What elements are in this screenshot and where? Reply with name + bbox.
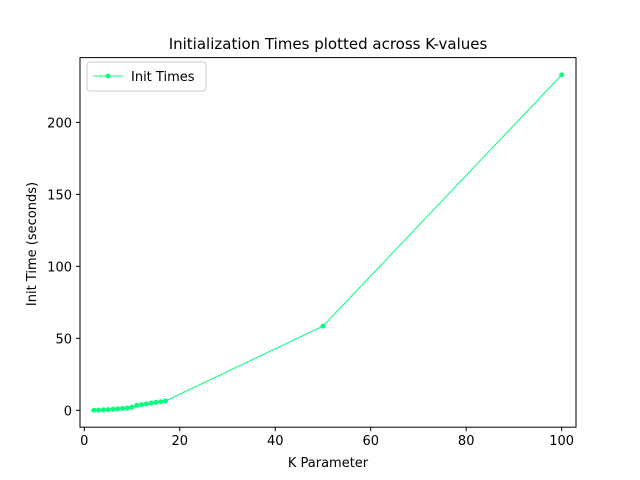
data-point xyxy=(91,407,97,413)
y-tick-label: 100 xyxy=(47,260,72,275)
data-point xyxy=(153,399,159,405)
legend-box xyxy=(86,61,207,92)
y-tick-label: 200 xyxy=(47,116,72,131)
data-point xyxy=(96,407,102,413)
data-point xyxy=(115,406,121,412)
x-tick-label: 20 xyxy=(171,434,188,449)
data-point xyxy=(139,402,145,408)
data-point xyxy=(100,407,106,413)
data-point xyxy=(134,402,140,408)
data-point xyxy=(162,398,168,404)
axes: 0 20 40 60 80 100 0 50 100 150 200 xyxy=(47,57,577,449)
y-tick-label: 0 xyxy=(64,404,72,419)
x-tick-label: 60 xyxy=(362,434,379,449)
data-point xyxy=(124,405,130,411)
x-tick-label: 40 xyxy=(267,434,284,449)
x-axis-label: K Parameter xyxy=(288,456,369,471)
y-tick-label: 150 xyxy=(47,188,72,203)
data-point xyxy=(559,72,565,78)
series-line xyxy=(93,74,563,411)
data-point xyxy=(320,323,326,329)
legend-label: Init Times xyxy=(131,70,195,85)
x-tick-label: 80 xyxy=(458,434,475,449)
y-tick-label: 50 xyxy=(55,332,72,347)
y-axis-label: Init Time (seconds) xyxy=(25,182,40,306)
x-tick-label: 0 xyxy=(80,434,88,449)
chart-title: Initialization Times plotted across K-va… xyxy=(169,35,488,53)
data-point xyxy=(148,400,154,406)
data-point xyxy=(119,405,125,411)
data-point xyxy=(129,404,135,410)
data-point xyxy=(110,406,116,412)
data-point xyxy=(158,399,164,405)
x-tick-label: 100 xyxy=(549,434,574,449)
legend-marker-icon xyxy=(105,73,111,79)
plot-area xyxy=(91,72,565,413)
data-point xyxy=(143,401,149,407)
data-point xyxy=(105,407,111,413)
legend: Init Times xyxy=(86,61,207,92)
axes-frame xyxy=(79,57,577,428)
